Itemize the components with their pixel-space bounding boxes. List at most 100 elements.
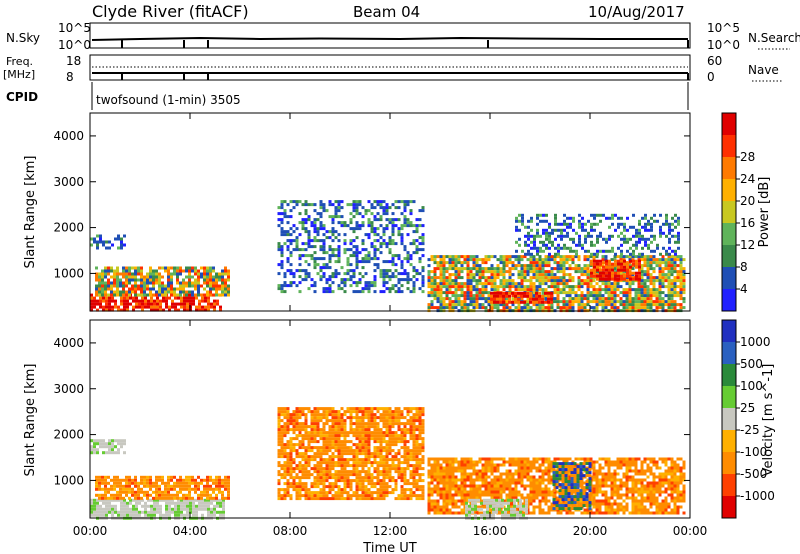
data-cell bbox=[397, 494, 401, 498]
data-cell bbox=[343, 479, 347, 483]
data-cell bbox=[550, 300, 553, 304]
data-cell bbox=[397, 461, 401, 465]
data-cell bbox=[114, 498, 117, 502]
data-cell bbox=[277, 437, 281, 441]
data-cell bbox=[608, 271, 611, 275]
data-cell bbox=[328, 446, 332, 450]
data-cell bbox=[487, 267, 491, 271]
data-cell bbox=[451, 258, 455, 262]
data-cell bbox=[292, 446, 296, 450]
data-cell bbox=[631, 255, 635, 259]
data-cell bbox=[174, 302, 177, 306]
data-cell bbox=[304, 218, 308, 222]
data-cell bbox=[370, 212, 374, 216]
data-cell bbox=[195, 308, 198, 312]
data-cell bbox=[158, 484, 161, 488]
data-cell bbox=[382, 239, 386, 243]
data-cell bbox=[388, 467, 392, 471]
data-cell bbox=[502, 279, 506, 283]
data-cell bbox=[349, 410, 353, 414]
data-cell bbox=[533, 234, 536, 238]
data-cell bbox=[454, 306, 458, 310]
data-cell bbox=[541, 270, 545, 274]
data-cell bbox=[448, 303, 452, 307]
data-cell bbox=[523, 288, 527, 292]
data-cell bbox=[364, 485, 368, 489]
data-cell bbox=[529, 297, 532, 301]
data-cell bbox=[608, 259, 611, 263]
data-cell bbox=[581, 216, 584, 220]
data-cell bbox=[346, 203, 350, 207]
data-cell bbox=[406, 218, 410, 222]
data-cell bbox=[652, 282, 656, 286]
data-cell bbox=[337, 440, 341, 444]
data-cell bbox=[382, 482, 386, 486]
data-cell bbox=[283, 242, 287, 246]
data-cell bbox=[90, 504, 93, 508]
data-cell bbox=[280, 494, 284, 498]
data-cell bbox=[484, 288, 488, 292]
data-cell bbox=[140, 496, 143, 500]
data-cell bbox=[376, 488, 380, 492]
data-cell bbox=[146, 496, 149, 500]
data-cell bbox=[418, 218, 422, 222]
data-cell bbox=[655, 303, 659, 307]
data-cell bbox=[358, 434, 362, 438]
data-cell bbox=[90, 305, 93, 309]
data-cell bbox=[526, 258, 530, 262]
data-cell bbox=[646, 297, 650, 301]
data-cell bbox=[608, 249, 611, 253]
data-cell bbox=[147, 510, 150, 514]
data-cell bbox=[430, 472, 434, 476]
data-cell bbox=[421, 242, 425, 246]
data-cell bbox=[328, 473, 332, 477]
data-cell bbox=[337, 215, 341, 219]
data-cell bbox=[107, 269, 110, 273]
data-cell bbox=[593, 216, 596, 220]
data-cell bbox=[671, 249, 674, 253]
data-cell bbox=[349, 452, 353, 456]
data-cell bbox=[643, 288, 647, 292]
data-cell bbox=[550, 297, 553, 301]
data-cell bbox=[613, 294, 617, 298]
data-cell bbox=[403, 458, 407, 462]
data-cell bbox=[445, 261, 449, 265]
data-cell bbox=[197, 275, 200, 279]
data-cell bbox=[394, 290, 398, 294]
data-cell bbox=[403, 461, 407, 465]
data-cell bbox=[152, 287, 155, 291]
data-cell bbox=[207, 296, 210, 300]
data-cell bbox=[164, 284, 167, 288]
data-cell bbox=[623, 262, 626, 266]
data-cell bbox=[605, 249, 608, 253]
data-cell bbox=[113, 484, 116, 488]
data-cell bbox=[586, 258, 590, 262]
data-cell bbox=[343, 221, 347, 225]
data-cell bbox=[162, 308, 165, 312]
data-cell bbox=[307, 236, 311, 240]
data-cell bbox=[165, 296, 168, 300]
data-cell bbox=[119, 281, 122, 285]
data-cell bbox=[104, 293, 107, 297]
data-cell bbox=[430, 505, 434, 509]
data-cell bbox=[382, 425, 386, 429]
data-cell bbox=[622, 291, 626, 295]
data-cell bbox=[355, 434, 359, 438]
data-cell bbox=[153, 501, 156, 505]
data-cell bbox=[553, 258, 557, 262]
data-cell bbox=[511, 297, 515, 301]
data-cell bbox=[406, 440, 410, 444]
data-cell bbox=[629, 277, 632, 281]
data-cell bbox=[524, 234, 527, 238]
data-cell bbox=[328, 482, 332, 486]
data-cell bbox=[189, 504, 192, 508]
data-cell bbox=[355, 248, 359, 252]
data-cell bbox=[218, 278, 221, 282]
data-cell bbox=[128, 293, 131, 297]
data-cell bbox=[638, 234, 641, 238]
data-cell bbox=[635, 246, 638, 250]
data-cell bbox=[448, 297, 452, 301]
data-cell bbox=[355, 236, 359, 240]
data-cell bbox=[349, 227, 353, 231]
data-cell bbox=[539, 219, 542, 223]
